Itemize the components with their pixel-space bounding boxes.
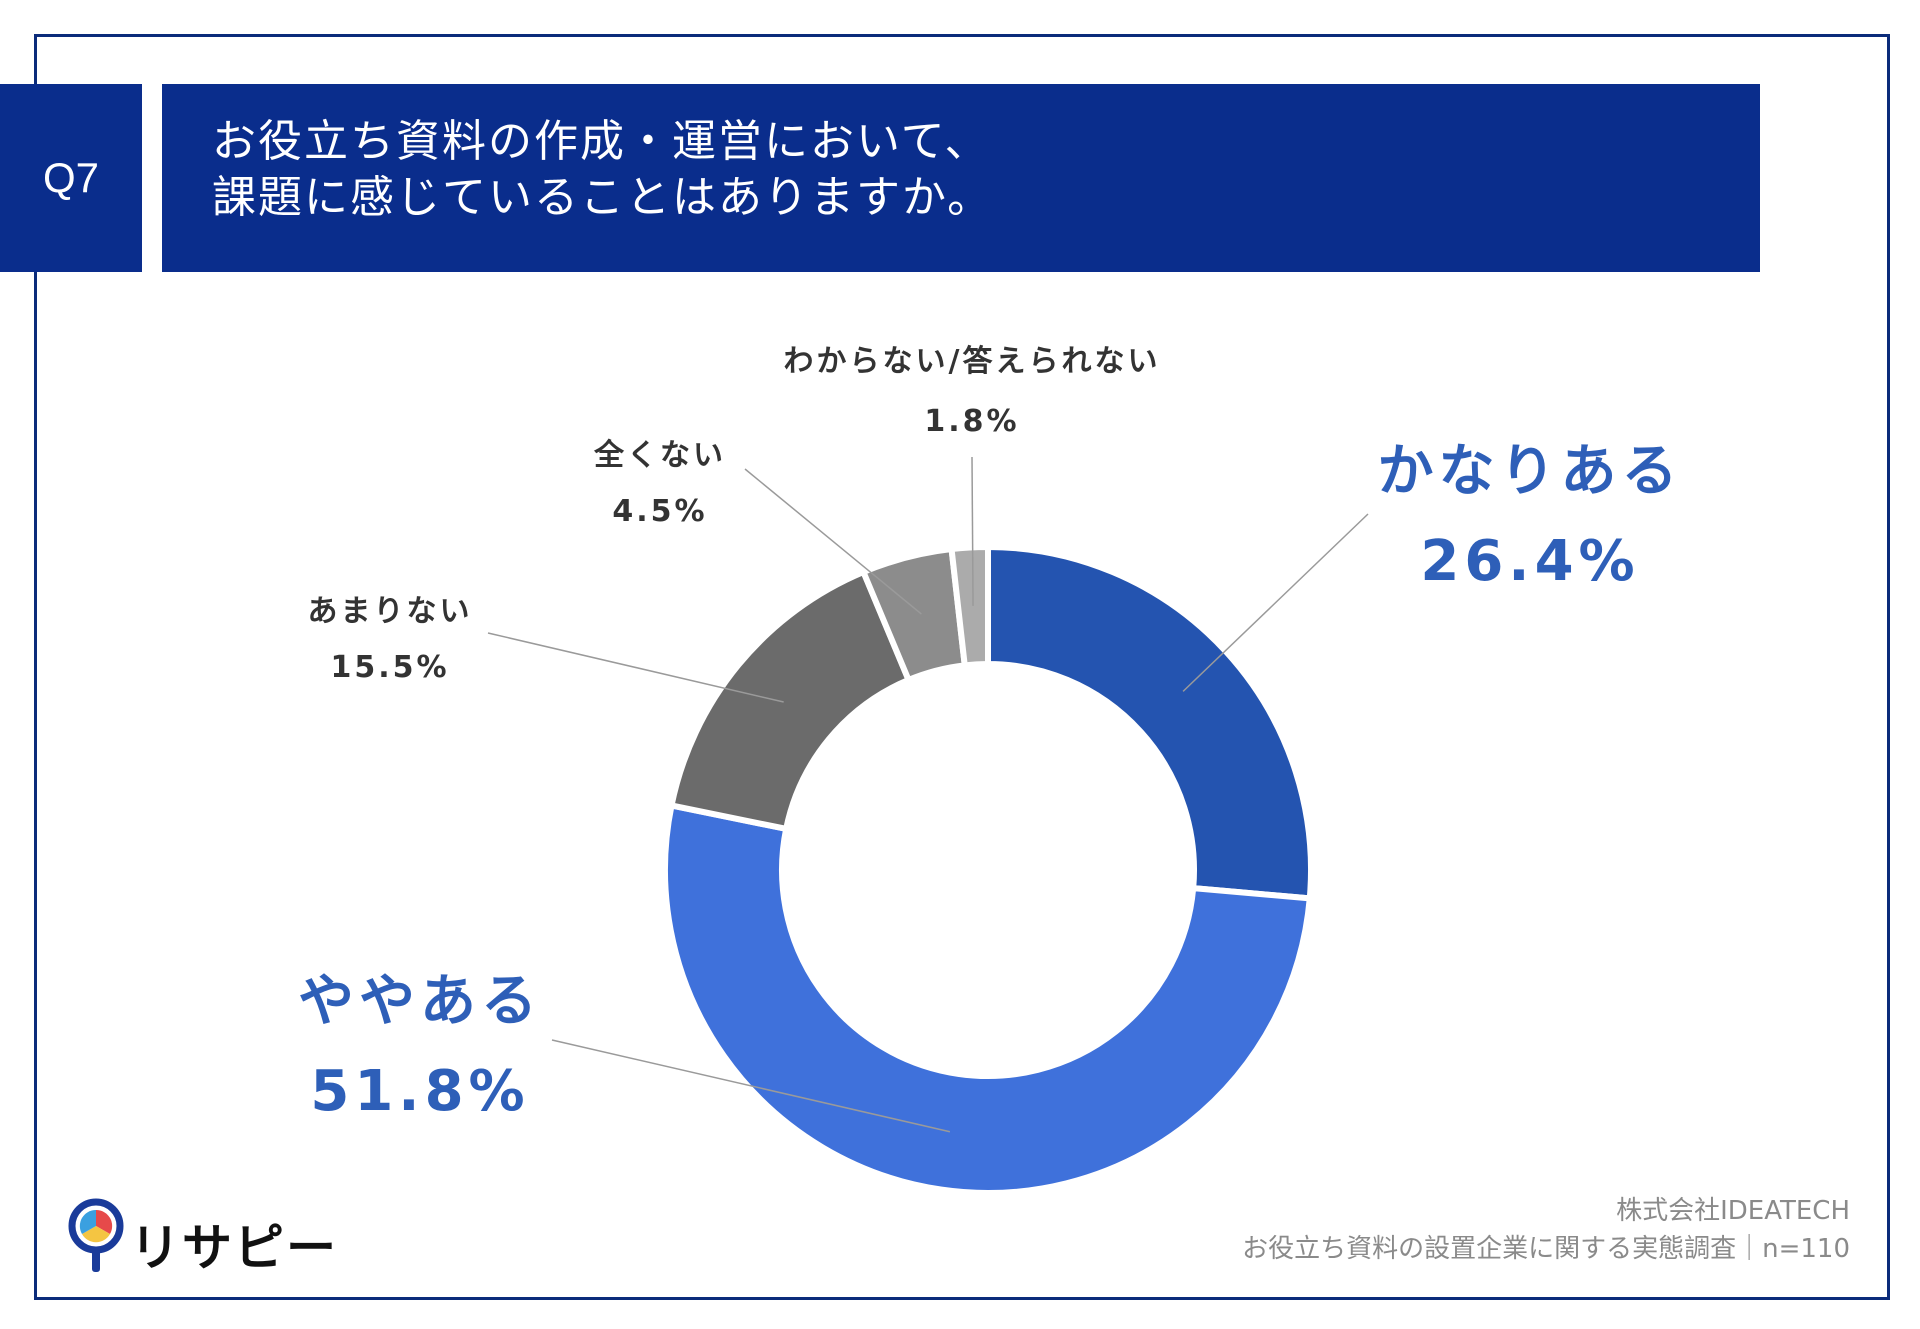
source-company: 株式会社IDEATECH	[1616, 1196, 1850, 1226]
title-line-2: 課題に感じていることはありますか。	[212, 172, 994, 223]
value-label: 15.5%	[330, 650, 450, 685]
logo-wordmark: リサピー	[130, 1219, 338, 1277]
chart-frame	[34, 34, 1890, 1300]
slice-wakaranai	[948, 543, 991, 669]
slice-yaya-aru	[662, 801, 1314, 1196]
title-line-1: お役立ち資料の作成・運営において、	[212, 116, 991, 167]
label-wakaranai: わからない/答えられない 1.8%	[752, 332, 1192, 452]
leader-line	[1182, 513, 1369, 692]
source-survey: お役立ち資料の設置企業に関する実態調査｜n=110	[1242, 1234, 1850, 1264]
question-number: Q7	[0, 84, 142, 272]
leader-line	[487, 632, 784, 703]
label-amari-nai: あまりない 15.5%	[270, 584, 510, 696]
category-label: かなりある	[1377, 439, 1683, 504]
label-mattaku-nai: 全くない 4.5%	[545, 428, 775, 540]
label-yaya-aru: ややある 51.8%	[260, 956, 580, 1124]
leader-line	[971, 456, 974, 606]
category-label: ややある	[298, 969, 542, 1034]
slice-amari-nai	[667, 568, 913, 833]
category-label: 全くない	[594, 438, 726, 473]
question-title: お役立ち資料の作成・運営において、 課題に感じていることはありますか。	[162, 84, 1760, 272]
category-label: あまりない	[307, 594, 473, 629]
leader-line	[551, 1039, 951, 1133]
slice-kanari-aru	[985, 543, 1314, 902]
source-note: 株式会社IDEATECH お役立ち資料の設置企業に関する実態調査｜n=110	[1242, 1192, 1850, 1268]
label-kanari-aru: かなりある 26.4%	[1360, 426, 1700, 594]
category-label: わからない/答えられない	[783, 344, 1161, 379]
value-label: 1.8%	[924, 404, 1020, 439]
magnifier-pie-icon	[68, 1198, 124, 1272]
value-label: 26.4%	[1420, 529, 1640, 594]
value-label: 51.8%	[310, 1059, 530, 1124]
value-label: 4.5%	[612, 494, 708, 529]
leader-line	[744, 468, 922, 615]
